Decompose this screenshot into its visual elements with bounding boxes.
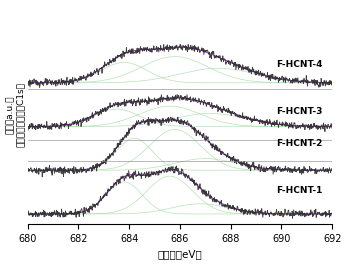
Text: F-HCNT-1: F-HCNT-1 [276, 186, 323, 195]
X-axis label: 结合能（eV）: 结合能（eV） [158, 249, 202, 259]
Y-axis label: 强度（a.u.）
已归一化至相应的C1s谱: 强度（a.u.） 已归一化至相应的C1s谱 [6, 82, 25, 147]
Text: F-HCNT-3: F-HCNT-3 [276, 108, 323, 117]
Text: F-HCNT-2: F-HCNT-2 [276, 139, 323, 148]
Text: F-HCNT-4: F-HCNT-4 [276, 60, 323, 69]
